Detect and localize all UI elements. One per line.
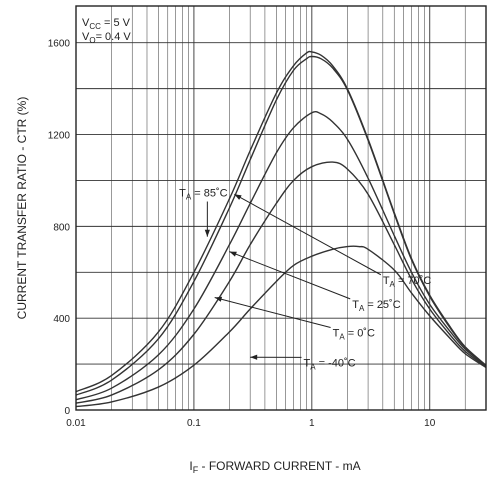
y-tick-label: 0: [64, 406, 70, 417]
tick-labels: 0.01 0.1 1 10 0 400 800 1200 1600: [48, 39, 436, 429]
y-tick-label: 400: [53, 314, 70, 325]
x-tick-label: 10: [424, 418, 436, 429]
plot-frame: [75, 5, 487, 411]
series-label: TA = -40˚C: [304, 357, 356, 371]
x-axis-title: IF - FORWARD CURRENT - mA: [189, 459, 360, 475]
y-tick-label: 1200: [48, 131, 71, 142]
arrowhead: [229, 251, 237, 257]
condition-label: VCC = 5 V: [82, 17, 131, 31]
series-label: TA = 25˚C: [352, 299, 401, 313]
series-label: TA = 0˚C: [333, 328, 375, 342]
grid: [76, 6, 486, 410]
x-tick-label: 0.01: [66, 418, 86, 429]
annotation-arrow: [229, 251, 351, 300]
condition-label: VO= 0.4 V: [82, 31, 131, 45]
y-tick-label: 800: [53, 222, 70, 233]
x-tick-label: 1: [309, 418, 315, 429]
series-lines: [75, 50, 487, 408]
series-line: [75, 161, 487, 404]
series-line: [75, 245, 487, 408]
test-conditions: VCC = 5 VVO= 0.4 V: [82, 17, 131, 45]
x-tick-label: 0.1: [187, 418, 201, 429]
annotation-arrow: [234, 193, 382, 276]
series-line: [75, 110, 487, 401]
series-line: [75, 55, 487, 396]
series-label: TA = 70˚C: [383, 275, 432, 289]
arrowhead: [214, 296, 223, 302]
series-label: TA = 85˚C: [179, 188, 228, 202]
arrowhead: [250, 354, 258, 360]
arrowhead: [234, 194, 242, 200]
annotations: TA = 85˚C TA = 70˚C TA = 25˚C TA = 0˚C TA = …: [179, 188, 431, 372]
y-axis-title: CURRENT TRANSFER RATIO - CTR (%): [15, 97, 29, 320]
y-tick-label: 1600: [48, 39, 71, 50]
arrowhead: [204, 229, 210, 237]
annotation-arrow: [214, 297, 331, 329]
